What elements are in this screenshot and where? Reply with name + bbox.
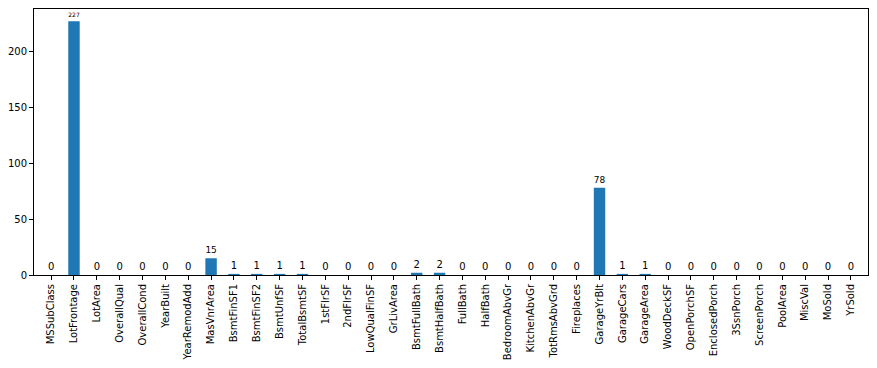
svg-text:78: 78: [594, 175, 606, 185]
svg-text:0: 0: [528, 261, 534, 272]
svg-text:1: 1: [299, 260, 305, 271]
svg-text:Fireplaces: Fireplaces: [571, 284, 582, 334]
svg-text:MSSubClass: MSSubClass: [45, 284, 56, 344]
svg-text:2: 2: [436, 259, 442, 270]
svg-text:MiscVal: MiscVal: [799, 284, 810, 321]
svg-text:0: 0: [551, 261, 557, 272]
svg-text:YearBuilt: YearBuilt: [160, 284, 171, 329]
svg-text:2ndFlrSF: 2ndFlrSF: [342, 284, 353, 328]
svg-text:PoolArea: PoolArea: [777, 284, 788, 328]
svg-text:1stFlrSF: 1stFlrSF: [320, 284, 331, 324]
svg-text:WoodDeckSF: WoodDeckSF: [662, 284, 673, 349]
svg-text:EnclosedPorch: EnclosedPorch: [708, 284, 719, 356]
svg-text:100: 100: [8, 158, 27, 169]
svg-text:0: 0: [459, 261, 465, 272]
svg-text:LotFrontage: LotFrontage: [68, 284, 79, 343]
svg-text:1: 1: [619, 260, 625, 271]
svg-text:1: 1: [231, 260, 237, 271]
svg-text:BsmtFullBath: BsmtFullBath: [411, 284, 422, 350]
svg-text:TotRmsAbvGrd: TotRmsAbvGrd: [548, 284, 559, 359]
svg-text:TotalBsmtSF: TotalBsmtSF: [297, 284, 308, 346]
svg-text:GarageYrBlt: GarageYrBlt: [594, 284, 605, 344]
svg-text:1: 1: [276, 260, 282, 271]
svg-text:0: 0: [322, 261, 328, 272]
svg-text:OpenPorchSF: OpenPorchSF: [685, 284, 696, 351]
svg-text:1: 1: [642, 260, 648, 271]
svg-text:0: 0: [368, 261, 374, 272]
svg-text:1: 1: [254, 260, 260, 271]
svg-text:0: 0: [779, 261, 785, 272]
svg-text:BsmtFinSF2: BsmtFinSF2: [251, 284, 262, 342]
svg-text:GarageCars: GarageCars: [617, 284, 628, 343]
svg-text:BsmtUnfSF: BsmtUnfSF: [274, 284, 285, 339]
svg-text:BsmtHalfBath: BsmtHalfBath: [434, 284, 445, 353]
svg-text:2: 2: [414, 259, 420, 270]
svg-text:0: 0: [139, 261, 145, 272]
svg-text:OverallCond: OverallCond: [137, 284, 148, 346]
svg-text:200: 200: [8, 46, 27, 57]
svg-text:15: 15: [205, 245, 216, 255]
svg-text:0: 0: [48, 261, 54, 272]
svg-text:HalfBath: HalfBath: [480, 284, 491, 327]
svg-text:BsmtFinSF1: BsmtFinSF1: [228, 284, 239, 342]
svg-text:0: 0: [162, 261, 168, 272]
svg-text:50: 50: [14, 214, 27, 225]
svg-text:OverallQual: OverallQual: [114, 284, 125, 343]
svg-text:GarageArea: GarageArea: [639, 284, 650, 344]
svg-text:0: 0: [711, 261, 717, 272]
svg-text:0: 0: [482, 261, 488, 272]
svg-text:MasVnrArea: MasVnrArea: [205, 284, 216, 344]
svg-text:LotArea: LotArea: [91, 284, 102, 322]
svg-text:0: 0: [825, 261, 831, 272]
svg-text:0: 0: [848, 261, 854, 272]
svg-text:MoSold: MoSold: [822, 284, 833, 320]
svg-text:150: 150: [8, 102, 27, 113]
svg-text:LowQualFinSF: LowQualFinSF: [365, 284, 376, 353]
svg-text:0: 0: [391, 261, 397, 272]
svg-text:GrLivArea: GrLivArea: [388, 284, 399, 333]
svg-text:0: 0: [688, 261, 694, 272]
svg-text:0: 0: [345, 261, 351, 272]
svg-text:0: 0: [756, 261, 762, 272]
svg-text:0: 0: [21, 270, 27, 281]
svg-text:0: 0: [505, 261, 511, 272]
svg-text:3SsnPorch: 3SsnPorch: [731, 284, 742, 336]
svg-text:0: 0: [802, 261, 808, 272]
svg-text:BedroomAbvGr: BedroomAbvGr: [502, 283, 513, 360]
svg-text:YrSold: YrSold: [845, 284, 856, 317]
svg-text:YearRemodAdd: YearRemodAdd: [182, 284, 193, 360]
svg-text:0: 0: [116, 261, 122, 272]
svg-text:ScreenPorch: ScreenPorch: [754, 284, 765, 346]
svg-text:0: 0: [573, 261, 579, 272]
svg-text:0: 0: [94, 261, 100, 272]
svg-text:0: 0: [665, 261, 671, 272]
svg-text:227: 227: [68, 11, 80, 18]
svg-text:FullBath: FullBath: [457, 284, 468, 324]
svg-text:0: 0: [733, 261, 739, 272]
svg-text:0: 0: [185, 261, 191, 272]
svg-text:KitchenAbvGr: KitchenAbvGr: [525, 283, 536, 352]
